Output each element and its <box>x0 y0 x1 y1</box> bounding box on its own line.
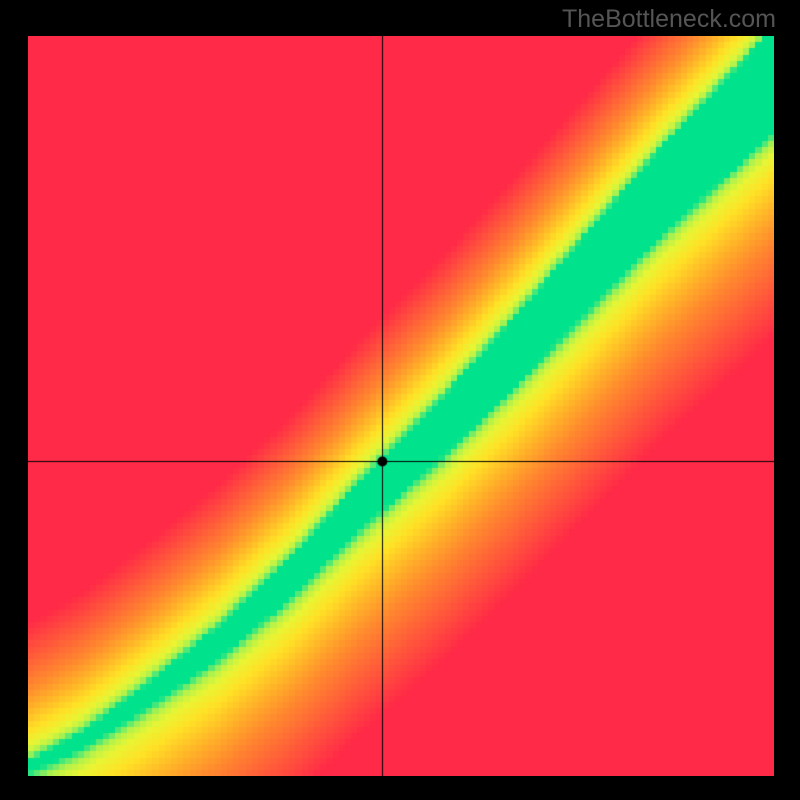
chart-container: TheBottleneck.com <box>0 0 800 800</box>
watermark-text: TheBottleneck.com <box>562 5 776 34</box>
bottleneck-heatmap <box>28 36 774 776</box>
